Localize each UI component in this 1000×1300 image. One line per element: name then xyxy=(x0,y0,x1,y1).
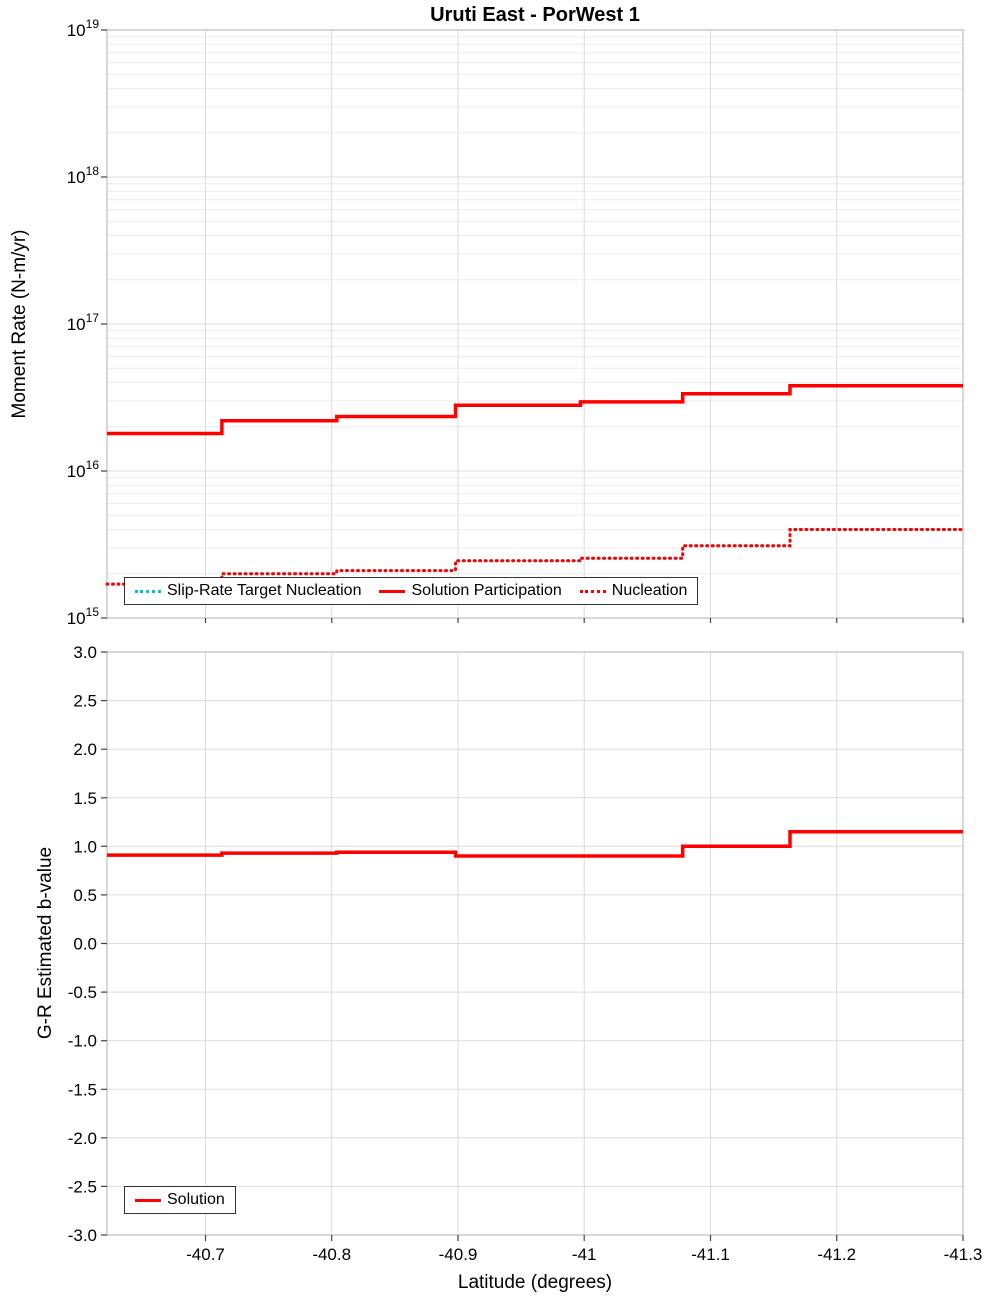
x-tick-label: -41.1 xyxy=(691,1245,730,1264)
grid-major xyxy=(107,29,964,1236)
x-tick-label: -40.8 xyxy=(312,1245,351,1264)
y-tick-label-bottom: -0.5 xyxy=(68,983,97,1002)
legend-b-value: Solution xyxy=(124,1186,236,1214)
legend-item-nucleation: Nucleation xyxy=(579,582,688,600)
y-tick-label-bottom: -2.0 xyxy=(68,1129,97,1148)
series-solution-line xyxy=(107,830,963,858)
y-tick-label-bottom: 1.0 xyxy=(73,837,97,856)
series-solution-participation-line xyxy=(107,384,963,436)
y-tick-label-top: 1016 xyxy=(67,458,100,481)
y-tick-label-bottom: 3.0 xyxy=(73,643,97,662)
y-tick-label-bottom: -2.5 xyxy=(68,1177,97,1196)
x-tick-label: -41.3 xyxy=(944,1245,983,1264)
y-tick-label-top: 1015 xyxy=(67,605,100,628)
y-tick-label-top: 1018 xyxy=(67,164,100,187)
grid-minor-top xyxy=(107,36,963,575)
x-tick-label: -41 xyxy=(572,1245,597,1264)
y-tick-label-bottom: 1.5 xyxy=(73,789,97,808)
legend-item-label: Slip-Rate Target Nucleation xyxy=(167,582,362,599)
legend-moment-rate: Slip-Rate Target Nucleation Solution Part… xyxy=(124,577,699,605)
axis-ticks xyxy=(101,29,964,1241)
legend-line-sample xyxy=(579,589,606,593)
y-tick-label-bottom: -1.5 xyxy=(68,1080,97,1099)
y-tick-label-bottom: -1.0 xyxy=(68,1032,97,1051)
y-tick-label-bottom: 2.5 xyxy=(73,692,97,711)
y-tick-label-bottom: 0.0 xyxy=(73,935,97,954)
legend-line-sample xyxy=(135,589,161,593)
legend-line-sample xyxy=(135,1198,161,1202)
y-tick-label-bottom: 0.5 xyxy=(73,886,97,905)
series-nucleation-line xyxy=(105,528,965,586)
y-tick-label-top: 1017 xyxy=(67,311,100,334)
legend-item-label: Solution Participation xyxy=(411,582,562,599)
legend-item-solution: Solution xyxy=(135,1191,225,1209)
series-slip-rate-target-nucleation-line xyxy=(105,528,965,586)
legend-line-sample xyxy=(379,589,406,593)
axis-tick-labels: 1019 1018 1017 1016 1015 3.0 2.5 2.0 1.5 1.0 0.5 0.… xyxy=(67,17,983,1264)
y-axis-label-moment-rate: Moment Rate (N-m/yr) xyxy=(9,229,30,419)
x-tick-label: -40.9 xyxy=(439,1245,478,1264)
y-tick-label-bottom: -3.0 xyxy=(68,1226,97,1245)
x-tick-label: -40.7 xyxy=(186,1245,225,1264)
y-tick-label-top: 1019 xyxy=(67,17,100,40)
legend-item-label: Solution xyxy=(167,1191,225,1208)
legend-item-solution-participation: Solution Participation xyxy=(379,582,562,600)
y-axis-label-b-value: G-R Estimated b-value xyxy=(35,846,56,1040)
legend-item-label: Nucleation xyxy=(611,582,688,599)
y-tick-label-bottom: 2.0 xyxy=(73,740,97,759)
x-tick-label: -41.2 xyxy=(817,1245,856,1264)
chart-title: Uruti East - PorWest 1 xyxy=(430,4,640,26)
x-axis-label-latitude: Latitude (degrees) xyxy=(457,1272,613,1293)
legend-item-slip-rate-target-nucleation: Slip-Rate Target Nucleation xyxy=(135,582,361,600)
